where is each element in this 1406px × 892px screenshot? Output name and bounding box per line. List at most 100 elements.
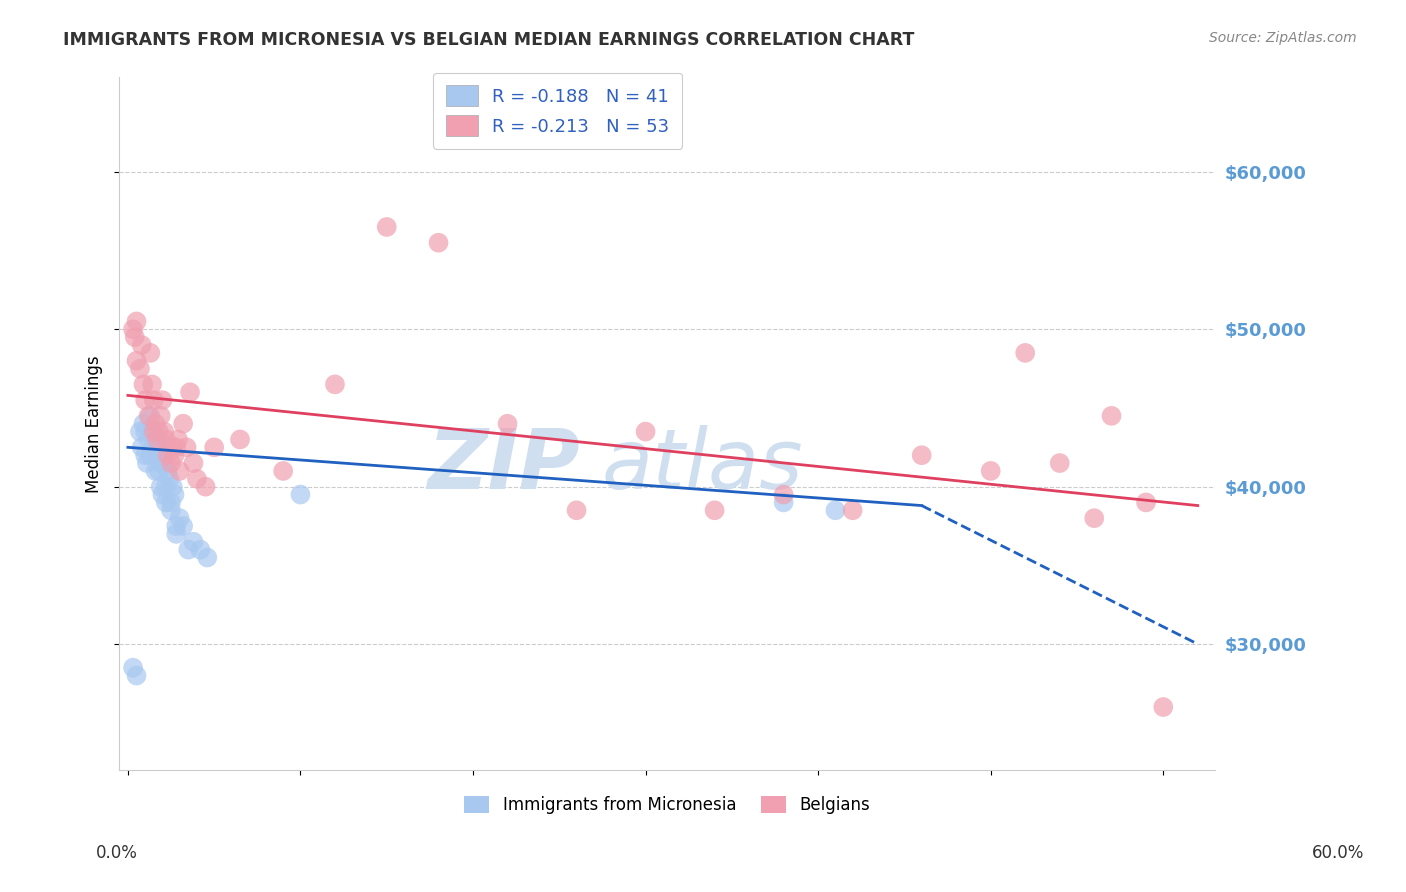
Point bbox=[427, 235, 450, 250]
Point bbox=[179, 385, 201, 400]
Point bbox=[172, 417, 194, 431]
Point bbox=[129, 361, 152, 376]
Point bbox=[142, 393, 165, 408]
Text: atlas: atlas bbox=[602, 425, 803, 506]
Point bbox=[1152, 700, 1174, 714]
Point bbox=[167, 433, 190, 447]
Point bbox=[138, 433, 160, 447]
Point bbox=[138, 409, 160, 423]
Point bbox=[323, 377, 346, 392]
Point bbox=[1135, 495, 1157, 509]
Point bbox=[134, 425, 156, 439]
Point bbox=[980, 464, 1002, 478]
Point bbox=[122, 661, 145, 675]
Point bbox=[139, 409, 162, 423]
Legend: Immigrants from Micronesia, Belgians: Immigrants from Micronesia, Belgians bbox=[454, 786, 880, 824]
Y-axis label: Median Earnings: Median Earnings bbox=[86, 355, 103, 492]
Point bbox=[146, 440, 169, 454]
Point bbox=[142, 425, 165, 439]
Point bbox=[183, 456, 205, 470]
Point bbox=[194, 480, 217, 494]
Point bbox=[157, 472, 180, 486]
Point bbox=[155, 495, 177, 509]
Point bbox=[125, 314, 148, 328]
Point bbox=[162, 440, 184, 454]
Point bbox=[190, 542, 212, 557]
Point bbox=[911, 448, 934, 462]
Point bbox=[134, 448, 156, 462]
Point bbox=[156, 464, 179, 478]
Point bbox=[141, 377, 163, 392]
Text: 0.0%: 0.0% bbox=[96, 844, 138, 862]
Point bbox=[824, 503, 846, 517]
Point bbox=[134, 393, 156, 408]
Point bbox=[169, 464, 191, 478]
Point bbox=[155, 433, 177, 447]
Point bbox=[152, 393, 174, 408]
Point bbox=[132, 417, 155, 431]
Point bbox=[146, 433, 169, 447]
Point bbox=[165, 527, 187, 541]
Point bbox=[148, 425, 170, 439]
Point bbox=[290, 487, 312, 501]
Point bbox=[152, 487, 174, 501]
Point bbox=[565, 503, 588, 517]
Point bbox=[153, 425, 176, 439]
Point bbox=[152, 448, 174, 462]
Point bbox=[129, 425, 152, 439]
Point bbox=[202, 440, 225, 454]
Text: ZIP: ZIP bbox=[427, 425, 579, 506]
Point bbox=[149, 480, 172, 494]
Point bbox=[1049, 456, 1071, 470]
Point bbox=[165, 519, 187, 533]
Point bbox=[149, 456, 172, 470]
Point bbox=[176, 440, 198, 454]
Point bbox=[124, 330, 146, 344]
Point bbox=[141, 425, 163, 439]
Point bbox=[160, 503, 183, 517]
Point bbox=[634, 425, 657, 439]
Point bbox=[155, 480, 177, 494]
Text: IMMIGRANTS FROM MICRONESIA VS BELGIAN MEDIAN EARNINGS CORRELATION CHART: IMMIGRANTS FROM MICRONESIA VS BELGIAN ME… bbox=[63, 31, 915, 49]
Point bbox=[1083, 511, 1105, 525]
Point bbox=[145, 464, 167, 478]
Text: 60.0%: 60.0% bbox=[1312, 844, 1365, 862]
Point bbox=[149, 409, 172, 423]
Point bbox=[271, 464, 294, 478]
Point bbox=[1014, 346, 1036, 360]
Point bbox=[772, 487, 794, 501]
Point bbox=[160, 456, 183, 470]
Point bbox=[162, 480, 184, 494]
Point bbox=[841, 503, 863, 517]
Point bbox=[156, 448, 179, 462]
Point bbox=[131, 338, 153, 352]
Point bbox=[139, 448, 162, 462]
Point bbox=[195, 550, 218, 565]
Point bbox=[131, 440, 153, 454]
Point bbox=[183, 534, 205, 549]
Point bbox=[177, 542, 200, 557]
Point bbox=[125, 353, 148, 368]
Point bbox=[772, 495, 794, 509]
Point bbox=[703, 503, 725, 517]
Point bbox=[125, 668, 148, 682]
Point bbox=[148, 433, 170, 447]
Point bbox=[135, 456, 157, 470]
Point bbox=[172, 519, 194, 533]
Point bbox=[169, 511, 191, 525]
Point bbox=[139, 346, 162, 360]
Text: Source: ZipAtlas.com: Source: ZipAtlas.com bbox=[1209, 31, 1357, 45]
Point bbox=[160, 495, 183, 509]
Point bbox=[153, 456, 176, 470]
Point bbox=[122, 322, 145, 336]
Point bbox=[1101, 409, 1123, 423]
Point bbox=[163, 448, 186, 462]
Point bbox=[145, 417, 167, 431]
Point bbox=[186, 472, 208, 486]
Point bbox=[142, 440, 165, 454]
Point bbox=[132, 377, 155, 392]
Point bbox=[148, 464, 170, 478]
Point bbox=[163, 487, 186, 501]
Point bbox=[375, 219, 398, 234]
Point bbox=[229, 433, 252, 447]
